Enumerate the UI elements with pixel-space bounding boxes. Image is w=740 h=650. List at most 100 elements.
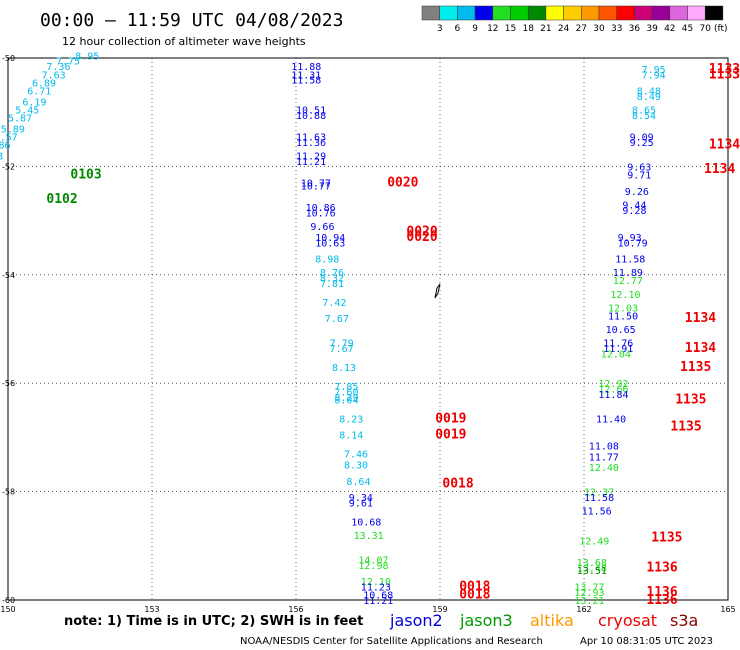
grid	[8, 58, 728, 600]
swh-value: 12.49	[579, 536, 609, 547]
swh-value: 10.94	[315, 233, 345, 244]
colorbar-swatch	[563, 5, 582, 21]
swh-value: 7.60	[334, 387, 358, 398]
pass-label-cryosat: 1133	[709, 62, 740, 77]
swh-value: 11.21	[363, 596, 393, 607]
swh-value: 8.65	[632, 105, 656, 116]
swh-value: 8.95	[75, 51, 99, 62]
colorbar-label: 30	[593, 24, 605, 34]
swh-value: 9.61	[349, 498, 373, 509]
swh-value: 14.07	[358, 555, 388, 566]
pass-label-cryosat: 0019	[435, 411, 466, 426]
swh-value: 11.08	[589, 442, 619, 453]
swh-value: 11.58	[584, 493, 614, 504]
pass-label-cryosat: 0019	[435, 428, 466, 443]
footer-credit: NOAA/NESDIS Center for Satellite Applica…	[240, 636, 543, 647]
swh-value: 8.04	[334, 395, 358, 406]
swh-value: 7.67	[325, 314, 349, 325]
pass-label-cryosat: 1134	[704, 162, 735, 177]
swh-value: 9.34	[349, 493, 373, 504]
pass-label-cryosat: 1134	[709, 138, 740, 153]
colorbar-swatch	[421, 5, 440, 21]
swh-value: 7.94	[642, 70, 666, 81]
swh-value: 11.56	[582, 507, 612, 518]
plot-frame	[7, 57, 729, 601]
colorbar-swatch	[581, 5, 600, 21]
page-title: 00:00 – 11:59 UTC 04/08/2023	[40, 10, 343, 31]
colorbar-swatch	[616, 5, 635, 21]
pass-label-cryosat: 0018	[459, 579, 490, 594]
legend-cryosat: cryosat	[598, 611, 657, 630]
swh-value: 11.36	[296, 138, 326, 149]
swh-value: 10.68	[351, 517, 381, 528]
colorbar-label: 36	[629, 24, 641, 34]
swh-value: 11.31	[291, 70, 321, 81]
x-tick-label: 162	[576, 605, 591, 614]
swh-value: 12.93	[574, 588, 604, 599]
colorbar-swatch	[651, 5, 671, 21]
page-subtitle: 12 hour collection of altimeter wave hei…	[62, 35, 306, 48]
swh-value: 6.71	[27, 87, 51, 98]
axis-ticks: 150 153 156 159 162 165 -50 -52 -54 -56 -58 -60	[0, 54, 735, 614]
swh-value: 9.44	[622, 200, 646, 211]
pass-label-cryosat: 1135	[680, 360, 711, 375]
swh-value: 11.58	[615, 255, 645, 266]
swh-value: 12.92	[598, 379, 628, 390]
swh-value: 10.63	[315, 238, 345, 249]
colorbar-label: 70	[699, 24, 711, 34]
pass-label-cryosat: 1135	[651, 531, 682, 546]
colorbar-label: 21	[540, 24, 551, 34]
swh-value: 11.23	[361, 582, 391, 593]
swh-value: 7.95	[642, 65, 666, 76]
swh-value: 10.76	[306, 208, 336, 219]
pass-label-jason3: 0102	[46, 192, 77, 207]
x-tick-label: 165	[720, 605, 735, 614]
swh-value: 8.32	[320, 274, 344, 285]
y-tick-label: -50	[2, 54, 15, 63]
swh-value: 10.86	[306, 203, 336, 214]
colorbar-swatch	[704, 5, 724, 21]
swh-value: 8.13	[332, 363, 356, 374]
swh-value: 8.98	[315, 255, 339, 266]
swh-value: 9.28	[622, 206, 646, 217]
swh-value: 9.25	[630, 138, 654, 149]
colorbar-swatch	[669, 5, 688, 21]
data-points: 0103010200200020002000190019001800180018…	[0, 51, 740, 608]
swh-value: 5.89	[1, 124, 25, 135]
swh-value: 13.31	[354, 531, 384, 542]
swh-value: 11.58	[291, 76, 321, 87]
plot-area: 150 153 156 159 162 165 -50 -52 -54 -56 -58 -60 010…	[0, 51, 740, 614]
swh-value: 13.68	[577, 558, 607, 569]
colorbar-label: 6	[455, 24, 461, 34]
swh-value: 11.40	[596, 414, 626, 425]
pass-label-cryosat: 1136	[646, 593, 677, 608]
swh-value: 8.23	[339, 414, 363, 425]
swh-value: 10.77	[301, 179, 331, 190]
colorbar-swatch	[492, 5, 511, 21]
swh-value: 12.98	[358, 561, 388, 572]
colorbar-label: 12	[487, 24, 498, 34]
swh-value: 5.87	[8, 114, 32, 125]
swh-value: 11.29	[296, 152, 326, 163]
swh-value: 13.21	[574, 596, 604, 607]
colorbar-swatch	[598, 5, 617, 21]
swh-value: 9.71	[627, 171, 651, 182]
colorbar-label: 15	[505, 24, 516, 34]
swh-value: 8.49	[637, 92, 661, 103]
swh-value: 11.63	[296, 133, 326, 144]
swh-value: 10.79	[618, 238, 648, 249]
x-tick-label: 153	[144, 605, 159, 614]
pass-label-cryosat: 0018	[442, 476, 473, 491]
colorbar-swatch	[510, 5, 529, 21]
swh-value: 12.04	[601, 349, 631, 360]
colorbar-swatch	[474, 5, 494, 21]
colorbar-label: 18	[522, 24, 534, 34]
y-tick-label: -52	[2, 162, 15, 171]
colorbar-swatch	[439, 5, 458, 21]
legend-altika: altika	[530, 611, 574, 630]
swh-value: 9.63	[627, 162, 651, 173]
swh-value: 11.91	[603, 344, 633, 355]
swh-value: 12.77	[613, 276, 643, 287]
pass-label-cryosat: 0020	[387, 176, 418, 191]
colorbar-label: 24	[558, 24, 570, 34]
